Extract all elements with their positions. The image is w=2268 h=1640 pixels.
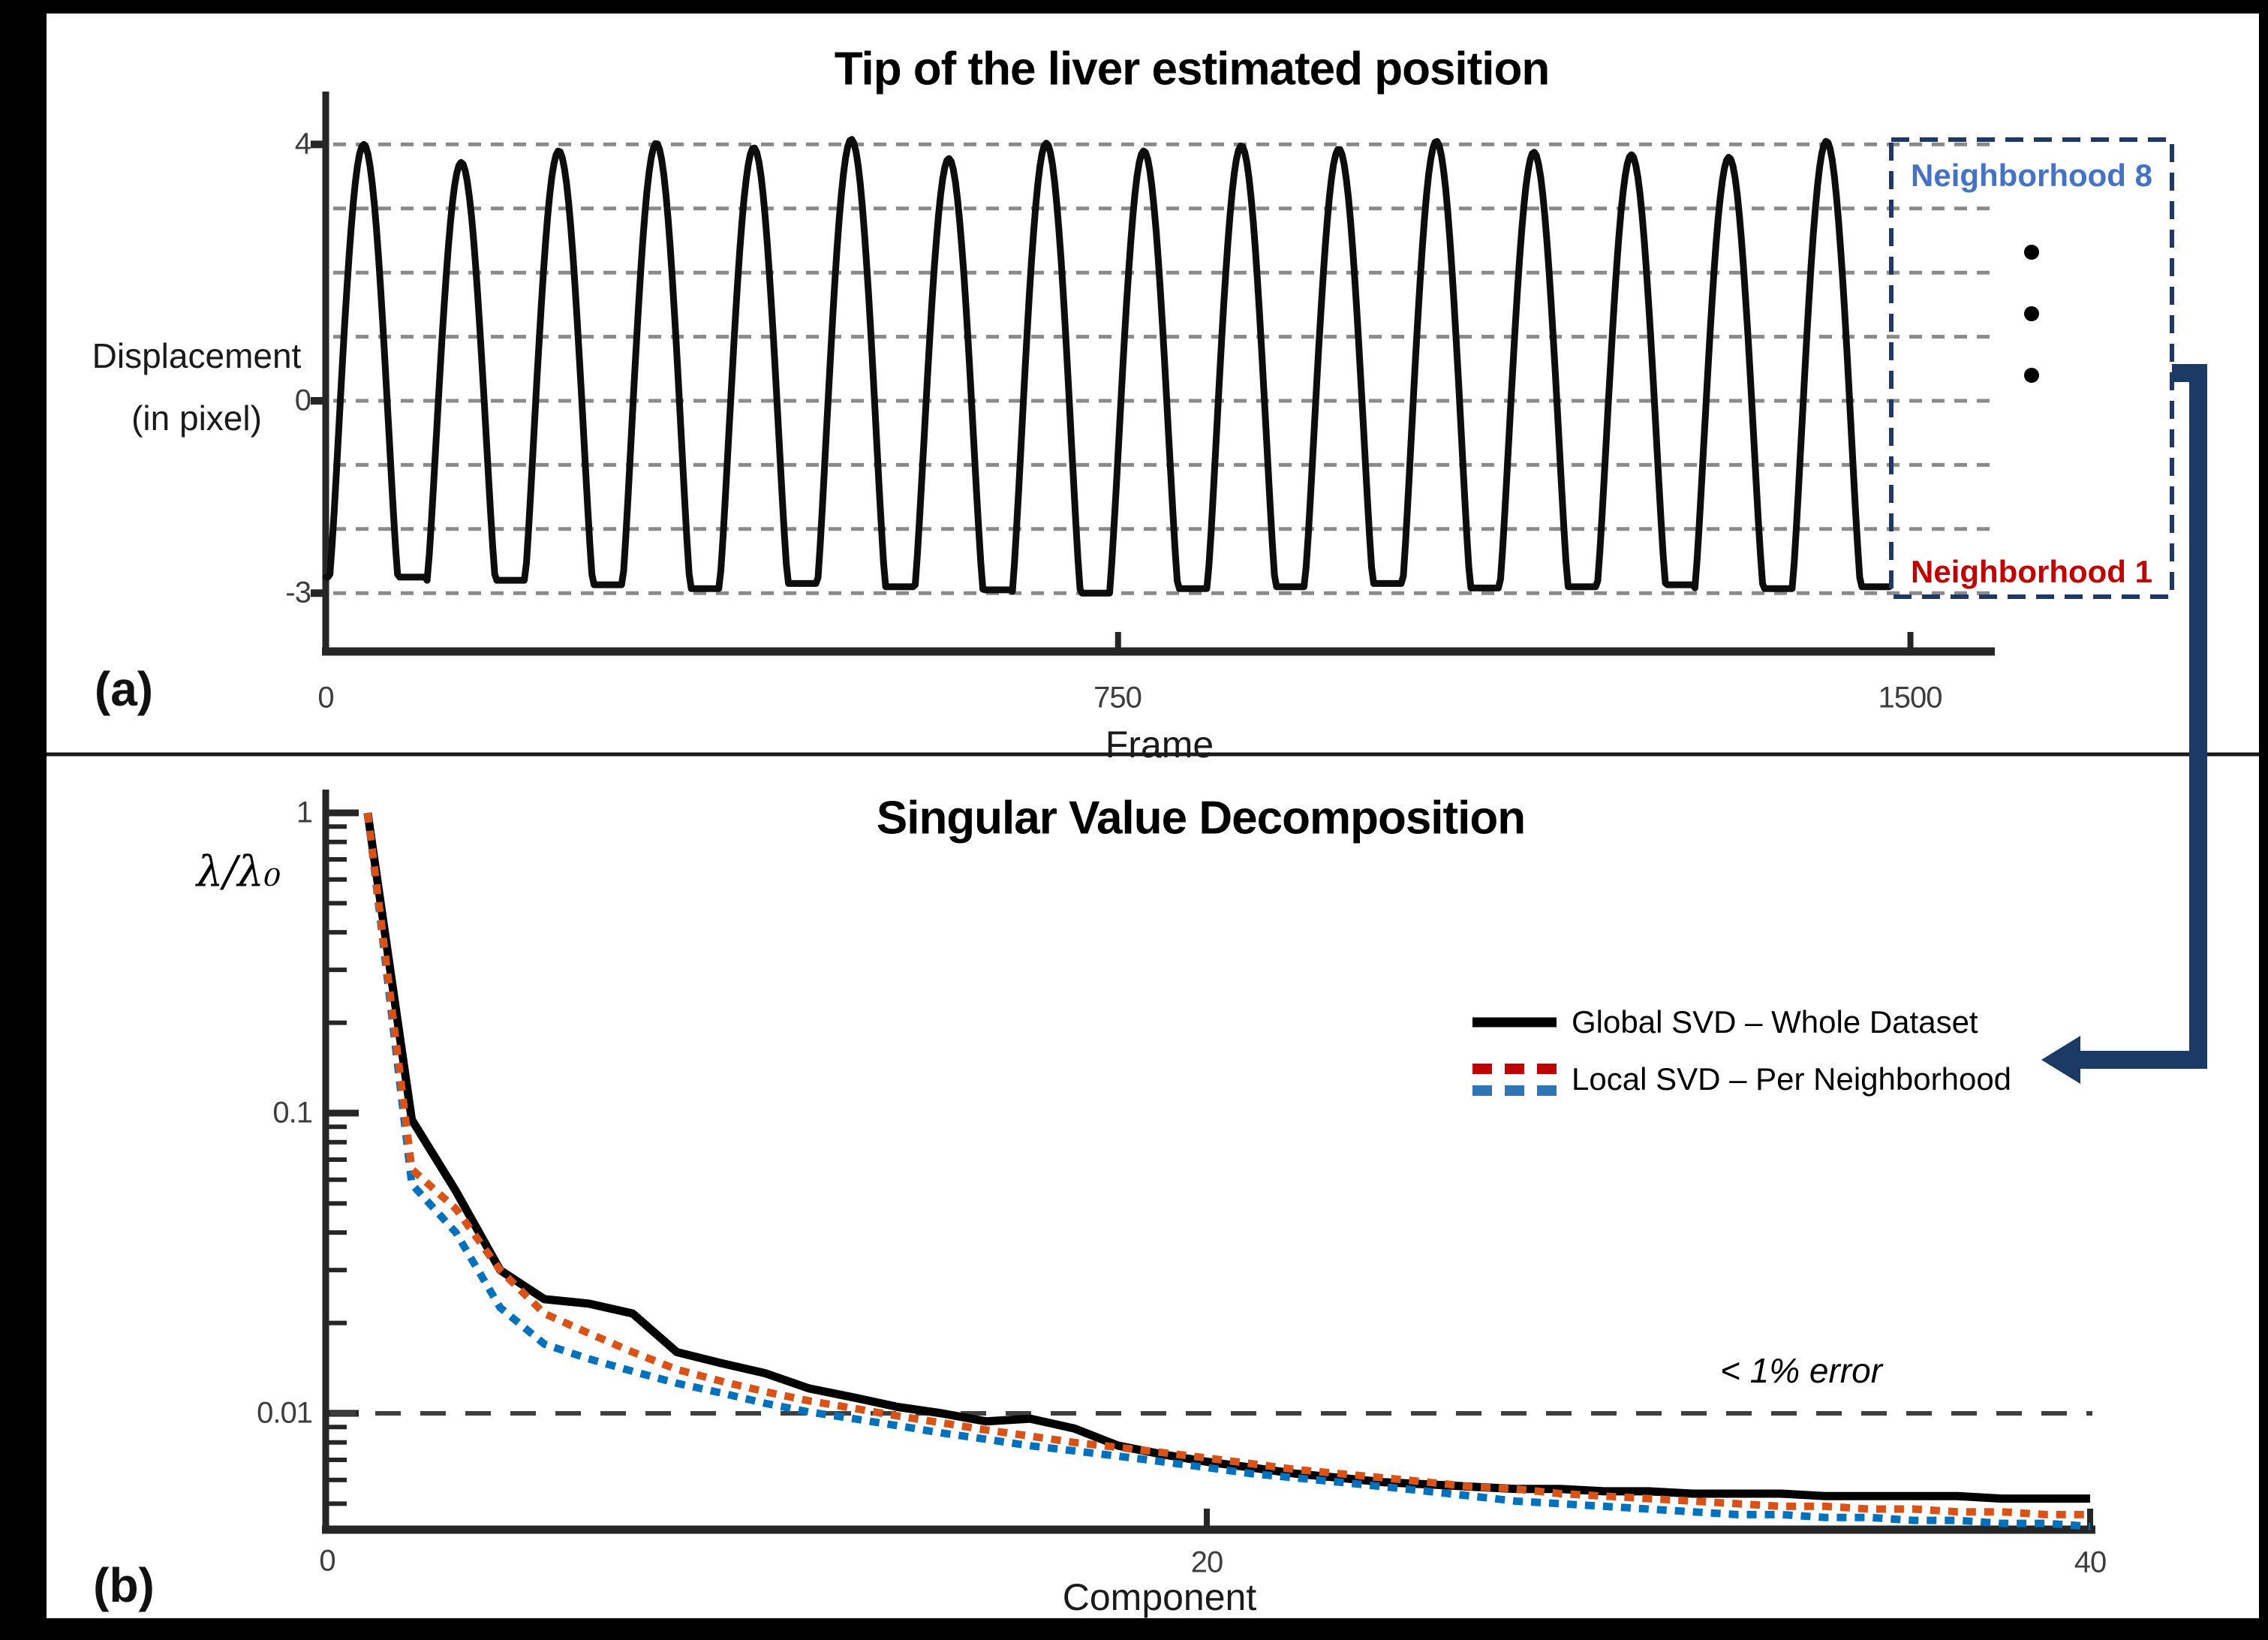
neighborhood-1-label: Neighborhood 1 bbox=[1911, 554, 2152, 589]
panel-a-axes bbox=[322, 92, 1995, 656]
panel-a-gridlines bbox=[333, 142, 1990, 595]
panel-b-corner-label: (b) bbox=[93, 1558, 155, 1612]
panel-a-ylabel-line1: Displacement bbox=[92, 336, 302, 375]
panel-b-ticks bbox=[329, 809, 2093, 1526]
legend-global-label: Global SVD – Whole Dataset bbox=[1572, 1004, 1978, 1040]
panel-a-ytick-0: 0 bbox=[294, 384, 311, 417]
svd-curve-local-red bbox=[363, 812, 2090, 1518]
panel-b-title: Singular Value Decomposition bbox=[876, 792, 1526, 844]
panel-a-ticks bbox=[311, 140, 1914, 648]
panel-a-xtick-750: 750 bbox=[1093, 681, 1142, 715]
displacement-waveform-line bbox=[322, 136, 1893, 597]
panel-a-ylabel-line2: (in pixel) bbox=[131, 399, 262, 438]
panel-b-ytick-1: 1 bbox=[296, 796, 313, 829]
panel-a-corner-label: (a) bbox=[94, 662, 154, 716]
flow-arrow bbox=[2041, 364, 2207, 1084]
panel-b-xlabel: Component bbox=[1062, 1576, 1257, 1618]
panel-b-ytick-0p01: 0.01 bbox=[257, 1396, 313, 1430]
svd-curve-global bbox=[363, 812, 2090, 1503]
vertical-ellipsis-icon bbox=[2024, 245, 2039, 383]
panel-a-title: Tip of the liver estimated position bbox=[834, 43, 1551, 95]
svd-curve-local-blue bbox=[363, 812, 2091, 1530]
panel-a-xtick-1500: 1500 bbox=[1878, 681, 1943, 715]
legend-local-label: Local SVD – Per Neighborhood bbox=[1572, 1061, 2012, 1097]
panel-a-ytick-4: 4 bbox=[294, 127, 311, 161]
error-threshold-annotation: < 1% error bbox=[1719, 1351, 1883, 1390]
panel-a-ytick-neg3: -3 bbox=[285, 576, 311, 609]
panel-a-xtick-0: 0 bbox=[317, 681, 334, 715]
panel-b-xtick-40: 40 bbox=[2074, 1545, 2107, 1579]
panel-b-axes bbox=[322, 790, 2095, 1534]
legend-swatches bbox=[1472, 1017, 1557, 1096]
panel-a-xlabel: Frame bbox=[1105, 724, 1214, 766]
neighborhood-8-label: Neighborhood 8 bbox=[1911, 158, 2152, 193]
panel-b-xtick-20: 20 bbox=[1190, 1545, 1223, 1579]
panel-b-ytick-0p1: 0.1 bbox=[272, 1096, 313, 1130]
panel-b-xtick-0: 0 bbox=[319, 1544, 335, 1578]
neighborhood-box bbox=[1889, 137, 2174, 599]
svd-curves bbox=[363, 812, 2091, 1530]
panel-b-ylabel: λ/λ₀ bbox=[196, 847, 281, 897]
